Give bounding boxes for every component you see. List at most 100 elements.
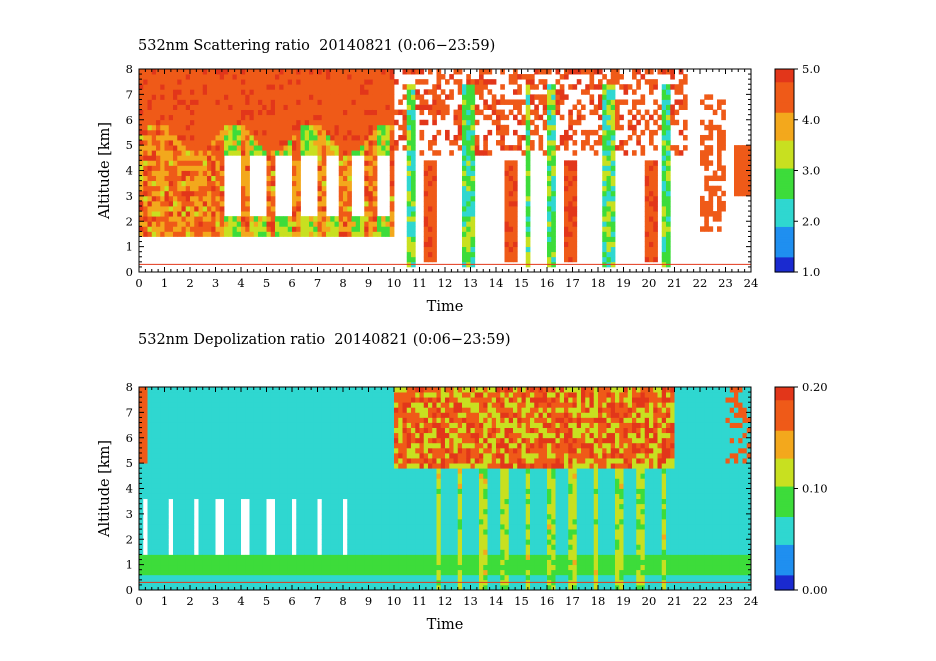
heatmap-cell (317, 109, 323, 116)
heatmap-cell (487, 79, 493, 85)
heatmap-cell (219, 216, 225, 222)
heatmap-cell (321, 124, 327, 131)
heatmap-cell (428, 246, 433, 253)
heatmap-cell (746, 180, 752, 187)
colorbar-segment (775, 112, 794, 116)
heatmap-cell (661, 251, 667, 258)
heatmap-cell (309, 442, 314, 449)
x-axis-label: Time (427, 299, 464, 315)
heatmap-cell (666, 180, 671, 187)
heatmap-cell (249, 544, 255, 550)
heatmap-cell (156, 559, 161, 566)
heatmap-cell (207, 427, 212, 434)
heatmap-cell (292, 109, 297, 116)
heatmap-cell (270, 442, 276, 449)
heatmap-cell (364, 129, 369, 136)
heatmap-cell (156, 195, 161, 202)
heatmap-cell (508, 211, 514, 217)
heatmap-cell (309, 129, 314, 136)
heatmap-cell (504, 190, 510, 197)
heatmap-cell (513, 185, 518, 192)
heatmap-cell (432, 221, 437, 227)
heatmap-cell (262, 432, 267, 439)
heatmap-cell (653, 180, 658, 187)
heatmap-cell (466, 124, 471, 131)
heatmap-cell (602, 231, 607, 237)
heatmap-cell (245, 518, 250, 525)
heatmap-cell (219, 119, 225, 126)
heatmap-cell (139, 447, 144, 454)
heatmap-cell (266, 200, 272, 207)
heatmap-cell (419, 79, 425, 85)
heatmap-cell (304, 145, 310, 151)
heatmap-cell (666, 211, 671, 217)
heatmap-cell (432, 206, 437, 212)
heatmap-cell (381, 89, 386, 95)
heatmap-cell (564, 211, 569, 217)
heatmap-cell (330, 221, 335, 227)
heatmap-cell (279, 498, 284, 505)
heatmap-cell (275, 140, 280, 146)
heatmap-cell (177, 69, 182, 75)
heatmap-cell (462, 221, 467, 227)
heatmap-cell (640, 145, 646, 151)
heatmap-cell (712, 170, 718, 176)
heatmap-cell (343, 195, 348, 202)
heatmap-cell (164, 129, 170, 136)
heatmap-cell (202, 437, 208, 444)
heatmap-cell (224, 407, 229, 413)
heatmap-cell (156, 165, 161, 171)
heatmap-cell (147, 226, 153, 232)
heatmap-cell (253, 79, 259, 85)
heatmap-cell (432, 226, 437, 232)
heatmap-cell (190, 584, 195, 591)
heatmap-cell (266, 564, 272, 571)
heatmap-cell (364, 206, 369, 212)
heatmap-cell (258, 94, 263, 100)
heatmap-cell (194, 124, 199, 131)
colorbar-segment (775, 107, 794, 111)
heatmap-cell (547, 175, 552, 182)
heatmap-cell (279, 518, 284, 525)
heatmap-cell (304, 458, 310, 464)
heatmap-cell (508, 175, 514, 182)
heatmap-cell (139, 231, 144, 237)
heatmap-cell (139, 145, 144, 151)
heatmap-cell (266, 513, 272, 520)
heatmap-cell (708, 200, 714, 207)
heatmap-cell (296, 412, 301, 418)
heatmap-cell (164, 478, 170, 484)
heatmap-cell (185, 468, 191, 474)
heatmap-cell (219, 160, 225, 166)
heatmap-cell (283, 549, 289, 555)
heatmap-cell (151, 211, 157, 217)
heatmap-cell (360, 231, 365, 237)
heatmap-cell (457, 79, 463, 85)
heatmap-cell (207, 458, 212, 464)
heatmap-cell (266, 478, 272, 484)
heatmap-cell (219, 468, 225, 474)
heatmap-cell (300, 554, 306, 560)
heatmap-cell (304, 437, 310, 444)
heatmap-cell (232, 437, 238, 444)
heatmap-cell (602, 190, 607, 197)
heatmap-cell (547, 251, 552, 258)
heatmap-cell (241, 114, 246, 121)
heatmap-cell (462, 231, 467, 237)
heatmap-cell (292, 231, 297, 237)
heatmap-cell (564, 236, 569, 242)
heatmap-cell (653, 195, 658, 202)
heatmap-cell (279, 84, 284, 90)
heatmap-cell (228, 513, 233, 520)
heatmap-cell (483, 69, 488, 75)
heatmap-cell (419, 69, 425, 75)
colorbar-segment (775, 165, 794, 169)
heatmap-cell (636, 134, 641, 141)
heatmap-cell (542, 79, 548, 85)
heatmap-cell (270, 200, 276, 207)
heatmap-cell (347, 195, 352, 202)
heatmap-cell (173, 69, 178, 75)
heatmap-cell (258, 554, 263, 560)
heatmap-cell (224, 119, 229, 126)
heatmap-cell (245, 417, 250, 423)
